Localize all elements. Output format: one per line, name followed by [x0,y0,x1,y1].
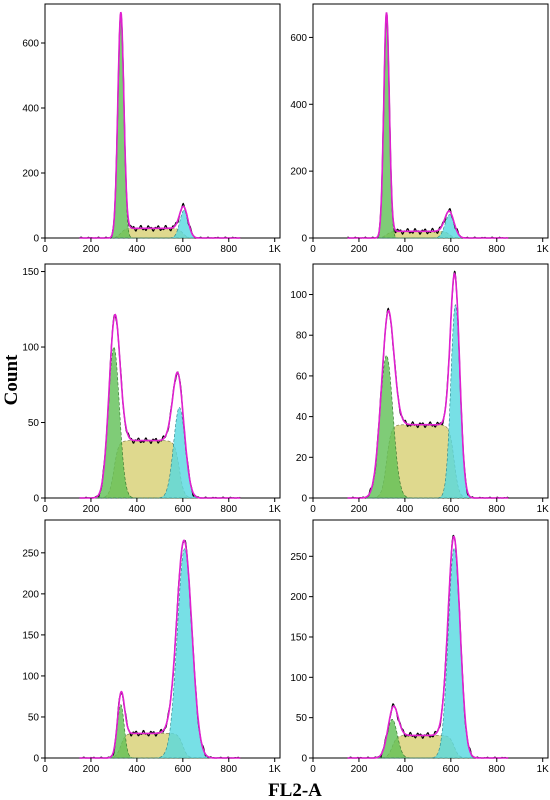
x-tick-label: 600 [174,764,191,775]
y-tick-label: 40 [296,412,308,423]
plot-frame [312,519,549,759]
x-tick-label: 200 [83,504,100,515]
x-tick-label: 0 [42,244,48,255]
x-tick-label: 1K [269,244,282,255]
y-tick-label: 200 [22,169,39,180]
y-tick-label: 50 [28,418,40,429]
x-tick-label: 800 [488,504,505,515]
plot-frame [44,3,281,239]
y-tick-label: 200 [290,167,307,178]
x-tick-label: 1K [537,504,550,515]
model-fit-line [347,12,509,239]
model-fit-line [79,11,241,239]
x-tick-label: 600 [174,504,191,515]
y-tick-label: 20 [296,453,308,464]
y-tick-label: 0 [33,494,39,505]
x-tick-label: 400 [129,764,146,775]
y-tick-label: 50 [28,712,40,723]
x-tick-label: 800 [488,764,505,775]
y-tick-label: 400 [22,104,39,115]
y-tick-label: 600 [290,33,307,44]
x-tick-label: 0 [310,764,316,775]
x-tick-label: 200 [83,764,100,775]
y-tick-label: 60 [296,371,308,382]
x-tick-label: 200 [351,764,368,775]
x-tick-label: 600 [442,504,459,515]
x-tick-label: 1K [537,764,550,775]
x-tick-label: 0 [310,244,316,255]
x-tick-label: 0 [310,504,316,515]
y-tick-label: 0 [301,234,307,245]
y-tick-label: 250 [290,552,307,563]
x-tick-label: 1K [269,504,282,515]
y-tick-label: 80 [296,331,308,342]
plot-frame [312,3,549,239]
x-tick-label: 800 [488,244,505,255]
y-tick-label: 400 [290,100,307,111]
histogram-panel-4: 0 200 400 600 800 1K 0 20 40 60 80 100 [290,263,550,515]
plot-frame [44,519,281,759]
y-tick-label: 250 [22,548,39,559]
histogram-panel-3: 0 200 400 600 800 1K 0 50 100 150 [22,263,282,515]
y-tick-label: 100 [290,673,307,684]
x-tick-label: 600 [442,244,459,255]
x-tick-label: 800 [220,764,237,775]
x-tick-label: 400 [397,504,414,515]
model-fit-line [347,535,509,759]
y-tick-label: 0 [33,234,39,245]
y-tick-label: 600 [22,39,39,50]
model-fit-line [79,539,241,759]
y-tick-label: 200 [22,589,39,600]
y-tick-label: 0 [33,754,39,765]
y-tick-label: 100 [22,343,39,354]
x-tick-label: 400 [397,244,414,255]
y-tick-label: 50 [296,713,308,724]
y-tick-label: 200 [290,592,307,603]
y-tick-label: 100 [22,671,39,682]
x-tick-label: 600 [174,244,191,255]
histogram-panel-5: 0 200 400 600 800 1K 0 50 100 150 200 250 [22,519,282,775]
x-tick-label: 200 [83,244,100,255]
y-tick-label: 150 [290,632,307,643]
histogram-panel-6: 0 200 400 600 800 1K 0 50 100 150 200 250 [290,519,550,775]
x-tick-label: 1K [269,764,282,775]
y-tick-label: 0 [301,494,307,505]
histogram-panel-1: 0 200 400 600 800 1K 0 200 400 600 [22,3,282,255]
x-tick-label: 0 [42,504,48,515]
x-axis-title: FL2-A [268,780,322,800]
histogram-panel-2: 0 200 400 600 800 1K 0 200 400 600 [290,3,550,255]
x-tick-label: 200 [351,504,368,515]
y-axis-title: Count [1,354,22,405]
x-tick-label: 0 [42,764,48,775]
x-tick-label: 600 [442,764,459,775]
model-fit-line [79,313,241,499]
x-tick-label: 800 [220,244,237,255]
x-tick-label: 200 [351,244,368,255]
x-tick-label: 1K [537,244,550,255]
x-tick-label: 800 [220,504,237,515]
y-tick-label: 150 [22,267,39,278]
x-tick-label: 400 [397,764,414,775]
y-tick-label: 150 [22,630,39,641]
x-tick-label: 400 [129,504,146,515]
y-tick-label: 100 [290,290,307,301]
y-tick-label: 0 [301,754,307,765]
x-tick-label: 400 [129,244,146,255]
model-fit-line [347,272,509,499]
